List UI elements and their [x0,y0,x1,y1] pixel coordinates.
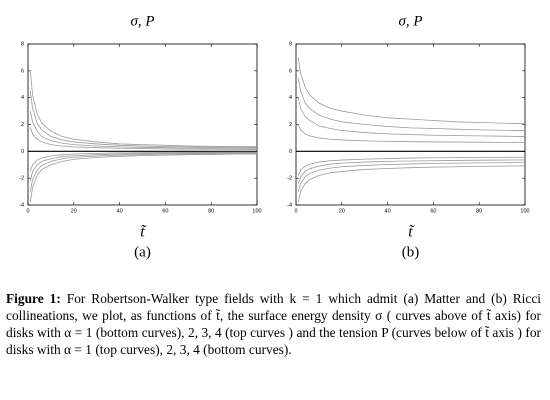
plot-frame [295,43,526,206]
panel-label: (b) [402,244,420,260]
curve [297,156,526,176]
y-tick-label: 0 [289,149,292,155]
x-tick-label: 0 [294,208,297,214]
x-tick-label: 60 [430,208,436,214]
x-axis-label: t̃ [140,224,147,241]
curve [29,110,258,149]
curve [29,153,258,203]
curve [297,159,526,184]
x-tick-label: 0 [26,208,29,214]
chart-title: σ, P [398,13,422,29]
y-tick-label: -2 [19,176,24,182]
curve [297,57,526,125]
curve [29,152,258,181]
y-tick-label: 4 [21,95,24,101]
x-tick-label: 20 [339,208,345,214]
y-tick-label: 4 [289,95,292,101]
x-tick-label: 40 [385,208,391,214]
x-tick-label: 80 [476,208,482,214]
curve [297,124,526,143]
plot-frame [27,43,258,206]
y-tick-label: 0 [21,149,24,155]
caption-label: Figure 1: [6,291,61,306]
x-tick-label: 40 [117,208,123,214]
y-tick-label: 6 [289,68,292,74]
x-tick-label: 80 [208,208,214,214]
caption-text: For Robertson-Walker type fields with k … [6,291,541,357]
curve [297,165,526,203]
x-tick-label: 60 [162,208,168,214]
panel-label: (a) [134,244,151,260]
x-axis-label: t̃ [408,224,415,241]
curve [29,127,258,150]
x-tick-label: 100 [252,208,261,214]
y-tick-label: 6 [21,68,24,74]
curve [297,97,526,137]
curve [29,90,258,148]
caption: Figure 1: For Robertson-Walker type fiel… [6,290,541,358]
curve [29,70,258,148]
curve [297,162,526,192]
x-tick-label: 100 [520,208,529,214]
y-tick-label: -4 [19,202,24,208]
x-tick-label: 20 [71,208,77,214]
y-tick-label: 8 [21,41,24,47]
curve [297,77,526,131]
y-tick-label: 8 [289,41,292,47]
y-tick-label: 2 [289,122,292,128]
chart-title: σ, P [130,13,154,29]
y-tick-label: 2 [21,122,24,128]
curve [29,152,258,192]
y-tick-label: -2 [287,176,292,182]
y-tick-label: -4 [287,202,292,208]
curve [29,151,258,172]
